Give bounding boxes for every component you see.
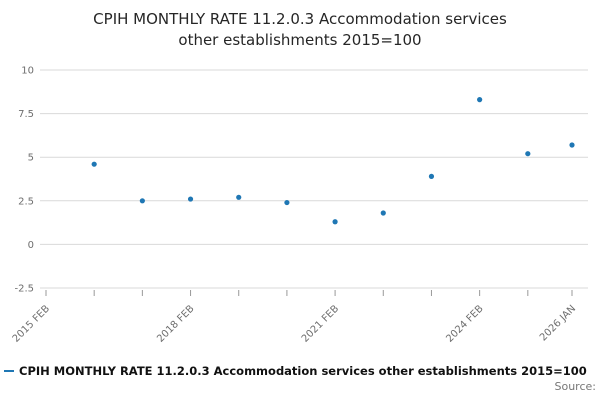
- x-tick-label: 2021 FEB: [300, 304, 342, 346]
- source-label: Source:: [554, 380, 597, 394]
- legend-label: CPIH MONTHLY RATE 11.2.0.3 Accommodation…: [19, 363, 587, 378]
- chart-title-line1: CPIH MONTHLY RATE 11.2.0.3 Accommodation…: [93, 10, 507, 28]
- data-point: [525, 151, 531, 157]
- x-tick-label: 2015 FEB: [11, 304, 53, 346]
- x-tick-label: 2026 JAN: [538, 304, 578, 344]
- y-tick-label: 2.5: [18, 197, 34, 208]
- y-tick-label: 7.5: [18, 109, 34, 120]
- data-point: [187, 196, 194, 203]
- data-point: [236, 195, 242, 201]
- x-tick-label: 2024 FEB: [444, 304, 486, 346]
- legend-marker: [4, 369, 14, 372]
- data-point: [428, 174, 435, 180]
- chart-title-line2: other establishments 2015=100: [178, 30, 422, 49]
- y-tick-label: -2.5: [14, 284, 34, 295]
- y-tick-label: 5: [28, 153, 34, 164]
- data-point: [91, 161, 97, 168]
- data-point: [139, 198, 145, 204]
- y-tick-label: 10: [21, 66, 34, 77]
- legend: CPIH MONTHLY RATE 11.2.0.3 Accommodation…: [0, 362, 600, 379]
- data-point: [284, 200, 290, 206]
- data-point: [332, 219, 338, 225]
- chart-title: CPIH MONTHLY RATE 11.2.0.3 Accommodation…: [0, 0, 600, 50]
- x-tick-label: 2018 FEB: [155, 304, 197, 346]
- data-point: [380, 210, 386, 216]
- data-point: [569, 142, 575, 148]
- y-tick-label: 0: [28, 240, 34, 251]
- chart-svg: -2.5 0 2.5 5 7.5 10 2015 FEB 2018 FEB 2021 FEB 20…: [11, 66, 588, 346]
- data-point: [477, 97, 483, 103]
